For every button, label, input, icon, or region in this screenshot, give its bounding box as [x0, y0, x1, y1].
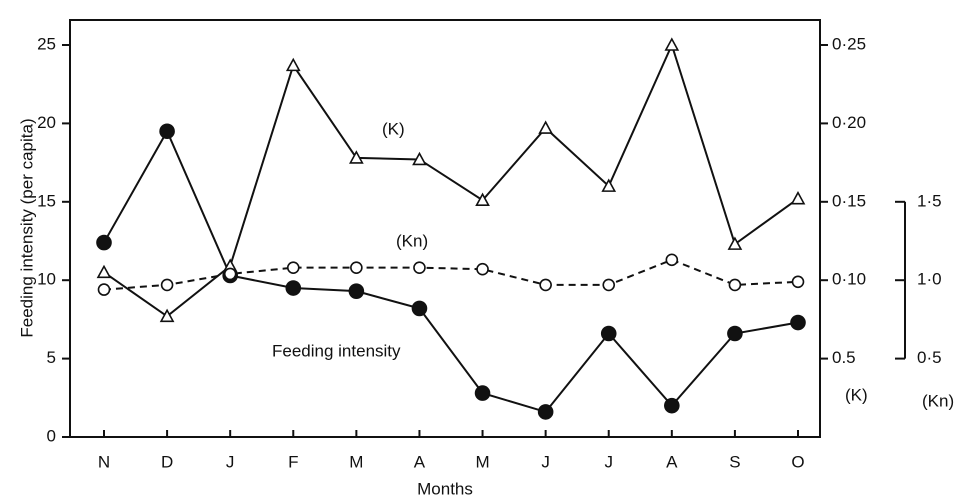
- y-tick-label: 25: [37, 34, 56, 53]
- marker-open: [602, 278, 616, 292]
- x-tick-label: O: [791, 452, 804, 471]
- marker-triangle: [664, 37, 680, 51]
- y-axis-label: Feeding intensity (per capita): [17, 118, 36, 337]
- marker-triangle: [601, 178, 617, 192]
- x-axis-label: Months: [417, 479, 473, 498]
- series-line: [103, 129, 799, 414]
- y2-tick-label: 0·25: [832, 34, 866, 53]
- marker-filled: [96, 234, 112, 251]
- x-tick-label: F: [288, 452, 298, 471]
- y2-tick-label: 0·15: [832, 191, 866, 210]
- marker-open: [286, 261, 300, 274]
- y2-tick-label: 0·20: [832, 113, 866, 132]
- x-tick-label: S: [729, 452, 740, 471]
- annotation: (Kn): [396, 231, 428, 250]
- marker-filled: [537, 404, 554, 420]
- y-tick-label: 0: [47, 426, 56, 445]
- marker-open: [160, 278, 174, 292]
- y3-tick-label: 1·0: [917, 270, 942, 289]
- marker-filled: [664, 397, 680, 414]
- marker-filled: [790, 314, 806, 331]
- marker-filled: [474, 385, 491, 401]
- marker-triangle: [538, 120, 553, 134]
- marker-filled: [727, 325, 743, 342]
- marker-open: [350, 261, 363, 274]
- marker-triangle: [349, 150, 364, 164]
- x-tick-label: N: [98, 452, 110, 471]
- annotation: (K): [382, 119, 405, 138]
- marker-filled: [159, 123, 175, 140]
- x-tick-label: A: [414, 452, 426, 471]
- marker-triangle: [285, 57, 301, 72]
- y3-axis-label: (Kn): [922, 391, 954, 410]
- y2-tick-label: 0·10: [832, 270, 866, 289]
- marker-triangle: [475, 192, 490, 207]
- x-tick-label: D: [161, 452, 173, 471]
- y3-tick-label: 0·5: [917, 348, 942, 367]
- y-tick-label: 5: [47, 348, 56, 367]
- y2-tick-label: 0.5: [832, 348, 856, 367]
- marker-filled: [348, 283, 365, 299]
- marker-filled: [411, 300, 428, 317]
- y-tick-label: 15: [37, 191, 56, 210]
- marker-triangle: [412, 151, 427, 166]
- marker-triangle: [727, 236, 743, 250]
- marker-open: [413, 261, 426, 274]
- marker-open: [97, 283, 111, 296]
- marker-open: [728, 278, 742, 292]
- marker-triangle: [790, 190, 806, 205]
- marker-open: [791, 275, 805, 289]
- x-tick-label: J: [541, 452, 550, 471]
- y2-axis-label: (K): [845, 385, 868, 404]
- annotation: Feeding intensity: [272, 341, 401, 360]
- y-tick-label: 20: [37, 113, 56, 132]
- marker-open: [223, 267, 237, 281]
- series-line: [103, 42, 799, 318]
- marker-triangle: [96, 264, 112, 279]
- marker-open: [665, 253, 679, 267]
- x-tick-label: A: [666, 452, 678, 471]
- marker-filled: [285, 280, 302, 296]
- x-tick-label: J: [226, 452, 235, 471]
- x-tick-label: M: [349, 452, 363, 471]
- x-tick-label: J: [604, 452, 613, 471]
- y-tick-label: 10: [37, 270, 56, 289]
- marker-open: [539, 278, 552, 292]
- marker-triangle: [159, 308, 175, 323]
- marker-open: [476, 262, 489, 276]
- x-tick-label: M: [475, 452, 489, 471]
- marker-filled: [600, 325, 617, 342]
- y3-tick-label: 1·5: [917, 191, 942, 210]
- series-line: [103, 258, 799, 291]
- plot-frame: [69, 19, 821, 438]
